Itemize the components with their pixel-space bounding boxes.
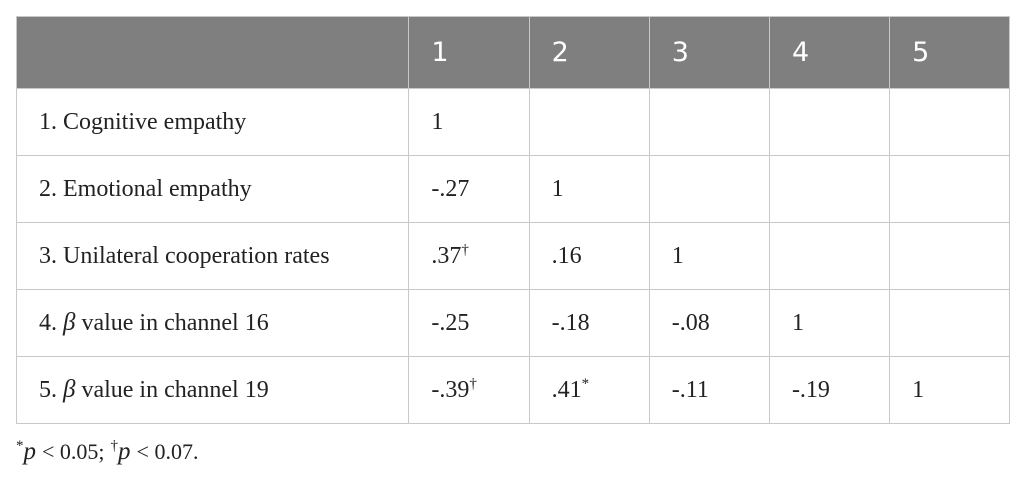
column-header: 2	[528, 16, 650, 89]
cell	[528, 88, 650, 156]
cell: -.08	[648, 289, 770, 357]
footnote-text: < 0.07.	[136, 439, 199, 464]
cell	[768, 222, 891, 290]
table-row: 2. Emotional empathy -.27 1	[15, 155, 1010, 223]
table-body: 1. Cognitive empathy 1 2. Emotional empath…	[15, 88, 1010, 424]
column-header: 3	[648, 16, 770, 89]
cell	[889, 155, 1010, 223]
cell: .16	[528, 222, 650, 290]
cell: 1	[648, 222, 770, 290]
row-label: 3. Unilateral cooperation rates	[15, 222, 410, 290]
cell	[768, 155, 891, 223]
row-text: value in channel 19	[81, 377, 269, 403]
table-row: 5. β value in channel 19 -.39† .41* -.11 -.19 1	[15, 356, 1010, 424]
footnote-mark: *	[16, 438, 24, 454]
cell-value: .16	[551, 242, 582, 269]
header-corner	[15, 16, 410, 89]
cell	[648, 155, 770, 223]
cell-value: .41	[551, 376, 582, 403]
cell-value: -.19	[791, 376, 830, 403]
cell-value: 1	[551, 175, 564, 202]
cell: 1	[768, 289, 891, 357]
row-label: 5. β value in channel 19	[15, 356, 410, 424]
cell-value: -.11	[671, 376, 709, 403]
cell: -.25	[408, 289, 530, 357]
cell-value: 1	[431, 108, 444, 135]
footnote-item: *p < 0.05;	[16, 438, 105, 465]
cell-value: 1	[912, 376, 925, 403]
cell	[889, 222, 1010, 290]
cell-value: -.39	[431, 376, 470, 403]
footnote-text: < 0.05;	[42, 439, 105, 464]
row-label: 1. Cognitive empathy	[15, 88, 410, 156]
significance-mark: *	[581, 375, 590, 392]
cell: -.19	[768, 356, 891, 424]
cell: .41*	[528, 356, 650, 424]
cell	[648, 88, 770, 156]
symbol: β	[63, 309, 76, 336]
row-label: 2. Emotional empathy	[15, 155, 410, 223]
symbol: β	[63, 376, 76, 403]
significance-mark: †	[461, 241, 469, 258]
row-text: 1. Cognitive empathy	[39, 108, 247, 135]
footnote-mark: †	[110, 438, 119, 454]
table-row: 3. Unilateral cooperation rates .37† .16 1	[15, 222, 1010, 290]
footnote: *p < 0.05; †p < 0.07.	[16, 438, 204, 466]
cell: -.27	[408, 155, 530, 223]
row-label: 4. β value in channel 16	[15, 289, 410, 357]
cell: .37†	[408, 222, 530, 290]
cell: -.39†	[408, 356, 530, 424]
row-number: 5.	[39, 377, 57, 403]
table-row: 4. β value in channel 16 -.25 -.18 -.08 1	[15, 289, 1010, 357]
footnote-item: †p < 0.07.	[110, 438, 199, 465]
row-text: 2. Emotional empathy	[39, 175, 252, 202]
cell: 1	[528, 155, 650, 223]
cell-value: -.25	[431, 309, 470, 336]
cell-value: 1	[791, 309, 804, 336]
cell	[889, 289, 1010, 357]
cell	[768, 88, 891, 156]
row-text: 3. Unilateral cooperation rates	[39, 242, 330, 269]
significance-mark: †	[469, 375, 477, 392]
cell: -.18	[528, 289, 650, 357]
cell-value: 1	[671, 242, 684, 269]
row-text: value in channel 16	[81, 310, 269, 336]
column-header: 4	[768, 16, 891, 89]
cell	[889, 88, 1010, 156]
column-header: 1	[408, 16, 530, 89]
cell: 1	[889, 356, 1010, 424]
table-row: 1. Cognitive empathy 1	[15, 88, 1010, 156]
cell: 1	[408, 88, 530, 156]
footnote-symbol: p	[118, 438, 131, 465]
cell-value: -.18	[551, 309, 590, 336]
footnote-symbol: p	[23, 438, 37, 465]
cell-value: -.27	[431, 175, 470, 202]
cell-value: -.08	[671, 309, 710, 336]
row-number: 4.	[39, 310, 57, 336]
cell-value: .37	[431, 242, 462, 269]
column-header: 5	[889, 16, 1010, 89]
cell: -.11	[648, 356, 770, 424]
